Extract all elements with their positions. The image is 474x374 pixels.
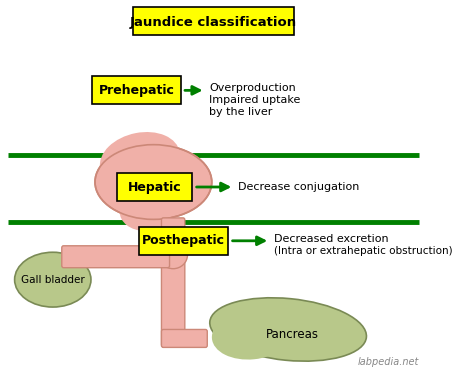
Text: Hepatic: Hepatic [128, 181, 181, 193]
FancyBboxPatch shape [162, 218, 185, 346]
Text: Posthepatic: Posthepatic [142, 234, 225, 247]
Text: (Intra or extrahepatic obstruction): (Intra or extrahepatic obstruction) [274, 246, 452, 256]
Ellipse shape [212, 309, 292, 359]
Text: Jaundice classification: Jaundice classification [130, 16, 297, 29]
Text: by the liver: by the liver [209, 107, 273, 117]
Text: Decrease conjugation: Decrease conjugation [238, 182, 359, 192]
FancyBboxPatch shape [133, 7, 294, 34]
Text: Decreased excretion: Decreased excretion [274, 234, 388, 244]
FancyBboxPatch shape [92, 76, 181, 104]
FancyBboxPatch shape [117, 173, 192, 201]
FancyBboxPatch shape [62, 246, 170, 268]
Ellipse shape [100, 132, 180, 188]
Text: Pancreas: Pancreas [266, 328, 319, 341]
Ellipse shape [95, 145, 212, 220]
Text: Overproduction: Overproduction [209, 83, 296, 94]
FancyBboxPatch shape [162, 329, 207, 347]
FancyBboxPatch shape [139, 227, 228, 255]
Text: labpedia.net: labpedia.net [358, 357, 419, 367]
Text: Gall bladder: Gall bladder [21, 275, 85, 285]
Text: Prehepatic: Prehepatic [99, 84, 175, 97]
Ellipse shape [120, 193, 169, 231]
Ellipse shape [15, 252, 91, 307]
Ellipse shape [159, 241, 188, 269]
Ellipse shape [210, 298, 366, 361]
Text: Impaired uptake: Impaired uptake [209, 95, 301, 105]
